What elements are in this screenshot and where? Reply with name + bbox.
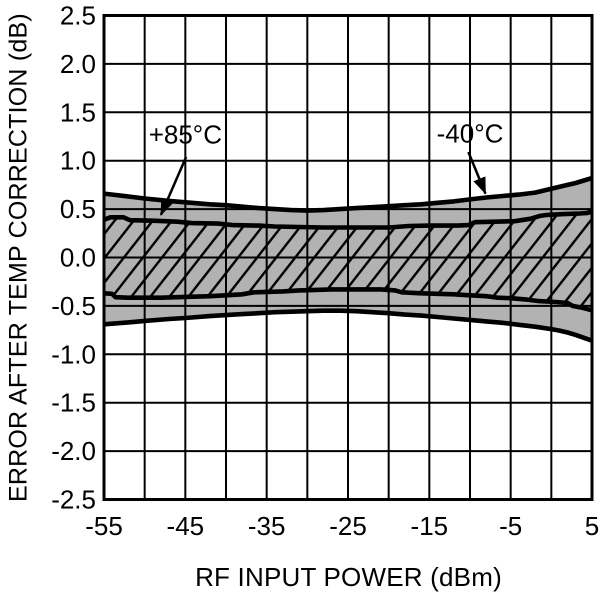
x-tick-label: -5 — [499, 511, 522, 541]
y-tick-label: 1.5 — [60, 97, 96, 127]
x-tick-label: -25 — [329, 511, 367, 541]
plus85C-error-band-upper-edge — [103, 209, 593, 230]
grid — [103, 14, 593, 501]
y-tick-label: 0.5 — [60, 194, 96, 224]
x-tick-label: -45 — [167, 511, 205, 541]
x-tick-label: 5 — [585, 511, 599, 541]
minus40C-error-band-upper-edge — [103, 175, 593, 213]
y-tick-label: 1.0 — [60, 146, 96, 176]
y-tick-label: -2.5 — [51, 485, 96, 515]
x-tick-label: -55 — [85, 511, 123, 541]
x-tick-label: -35 — [248, 511, 286, 541]
plus85C-callout: +85°C — [149, 120, 222, 216]
y-tick-label: -0.5 — [51, 291, 96, 321]
plus85C-callout-label: +85°C — [149, 120, 222, 150]
minus40C-callout-arrow — [467, 151, 487, 195]
plus85C-error-band-lower-edge — [103, 287, 593, 313]
minus40C-callout: -40°C — [437, 119, 504, 195]
y-tick-label: 2.5 — [60, 1, 96, 31]
minus40C-callout-label: -40°C — [437, 119, 504, 149]
x-axis-title: RF INPUT POWER (dBm) — [195, 562, 502, 592]
y-tick-label: -1.5 — [51, 388, 96, 418]
x-tick-labels: -55 -45 -35 -25 -15 -5 5 — [85, 511, 599, 541]
minus40C-error-band-lower-edge — [103, 308, 593, 343]
y-tick-label: -2.0 — [51, 436, 96, 466]
y-tick-label: 2.0 — [60, 49, 96, 79]
x-tick-label: -15 — [411, 511, 449, 541]
plus85C-callout-arrow — [159, 156, 188, 216]
y-tick-labels: 2.5 2.0 1.5 1.0 0.5 0.0 -0.5 -1.0 -1.5 -2.0 -2.5 — [51, 1, 96, 515]
y-tick-label: -1.0 — [51, 339, 96, 369]
plot-frame — [102, 14, 594, 501]
y-tick-label: 0.0 — [60, 243, 96, 273]
